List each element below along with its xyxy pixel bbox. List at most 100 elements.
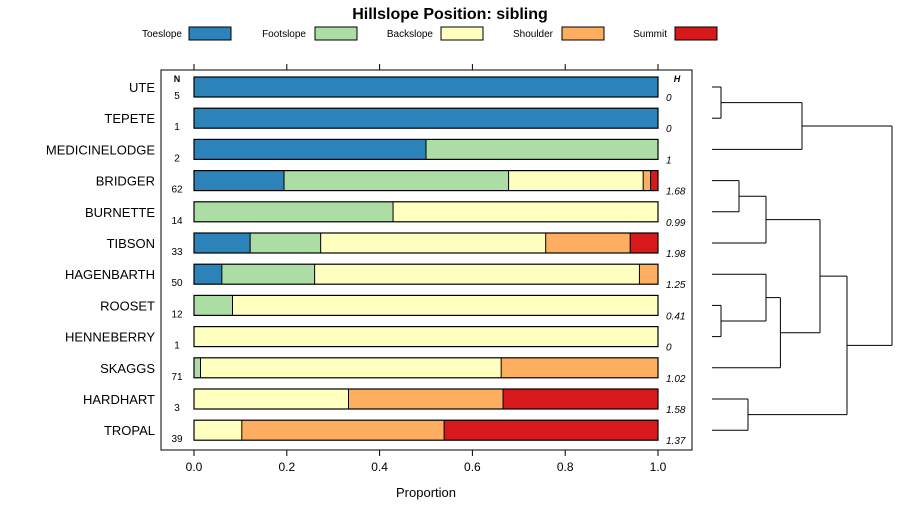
bar-segment-tropal-shoulder <box>241 420 445 441</box>
row-label-bridger: BRIDGER <box>96 174 155 189</box>
h-value-hagenbarth: 1.25 <box>666 280 686 291</box>
bar-segment-tropal-backslope <box>194 420 242 441</box>
n-value-burnette: 14 <box>171 216 183 227</box>
bar-outline-tibson <box>193 232 659 254</box>
n-value-tropal: 39 <box>171 434 183 445</box>
legend-label-shoulder: Shoulder <box>513 29 554 40</box>
row-henneberry: HENNEBERRY 1 0 <box>65 326 672 354</box>
bar-outline-rooset <box>193 294 659 316</box>
row-hardhart: HARDHART 3 1.58 <box>83 388 686 416</box>
bar-segment-skaggs-shoulder <box>501 357 658 378</box>
bar-segment-bridger-toeslope <box>194 170 285 191</box>
row-skaggs: SKAGGS 71 1.02 <box>100 357 686 385</box>
row-label-medicinelodge: MEDICINELODGE <box>46 142 155 157</box>
bar-segment-tropal-summit <box>444 420 658 441</box>
bar-segment-tibson-footslope <box>250 233 321 253</box>
n-value-hardhart: 3 <box>174 403 180 414</box>
n-header: N <box>174 74 181 84</box>
h-value-tepete: 0 <box>666 124 672 135</box>
row-label-burnette: BURNETTE <box>85 205 155 220</box>
bar-outline-henneberry <box>193 326 659 348</box>
legend-label-toeslope: Toeslope <box>142 29 182 40</box>
x-tick-label-1: 0.2 <box>278 460 295 474</box>
bar-segment-burnette-footslope <box>194 201 394 222</box>
n-value-rooset: 12 <box>171 309 183 320</box>
bar-segment-hagenbarth-footslope <box>221 264 315 285</box>
row-label-hardhart: HARDHART <box>83 392 155 407</box>
row-tropal: TROPAL 39 1.37 <box>104 419 686 447</box>
bar-outline-burnette <box>193 201 659 223</box>
bar-outline-skaggs <box>193 357 659 379</box>
dendrogram <box>712 86 893 431</box>
x-axis-title: Proportion <box>396 485 456 500</box>
n-value-tibson: 33 <box>171 247 183 258</box>
row-label-skaggs: SKAGGS <box>100 361 155 376</box>
bar-segment-bridger-summit <box>650 170 658 191</box>
row-label-hagenbarth: HAGENBARTH <box>65 267 155 282</box>
bar-outline-bridger <box>193 170 659 192</box>
h-value-burnette: 0.99 <box>666 218 686 229</box>
row-tepete: TEPETE 1 0 <box>104 107 672 135</box>
row-label-rooset: ROOSET <box>100 298 155 313</box>
x-tick-label-4: 0.8 <box>557 460 574 474</box>
h-value-bridger: 1.68 <box>666 187 686 198</box>
n-value-ute: 5 <box>174 91 180 102</box>
bar-segment-burnette-backslope <box>393 201 658 222</box>
row-label-ute: UTE <box>129 80 155 95</box>
h-value-henneberry: 0 <box>666 343 672 354</box>
bar-segment-tibson-shoulder <box>545 233 631 253</box>
bar-segment-henneberry-backslope <box>194 326 658 347</box>
row-burnette: BURNETTE 14 0.99 <box>85 201 686 229</box>
h-value-skaggs: 1.02 <box>666 374 686 385</box>
bar-segment-hagenbarth-shoulder <box>639 264 658 285</box>
bar-segment-bridger-footslope <box>284 170 509 191</box>
bar-segment-hardhart-backslope <box>194 389 349 409</box>
legend-label-footslope: Footslope <box>262 29 306 40</box>
h-value-ute: 0 <box>666 93 672 104</box>
x-tick-label-2: 0.4 <box>371 460 388 474</box>
bar-outline-hardhart <box>193 388 659 410</box>
n-value-tepete: 1 <box>174 122 180 133</box>
legend-swatch-footslope <box>314 26 358 41</box>
bar-segment-medicinelodge-footslope <box>426 139 658 160</box>
n-value-henneberry: 1 <box>174 341 180 352</box>
bar-segment-skaggs-footslope <box>194 357 201 378</box>
row-rooset: ROOSET 12 0.41 <box>100 294 685 322</box>
x-tick-label-0: 0.0 <box>186 460 203 474</box>
row-tibson: TIBSON 33 1.98 <box>107 232 686 260</box>
bar-outline-hagenbarth <box>193 263 659 285</box>
bar-segment-bridger-backslope <box>508 170 644 191</box>
bar-segment-hagenbarth-backslope <box>314 264 640 285</box>
bar-outline-tepete <box>193 107 659 129</box>
bar-segment-tibson-summit <box>630 233 658 253</box>
x-axis: 0.0 0.2 0.4 0.6 0.8 1.0 <box>186 450 667 474</box>
bar-segment-tepete-toeslope <box>194 108 658 129</box>
h-value-tibson: 1.98 <box>666 249 686 260</box>
h-value-tropal: 1.37 <box>666 436 686 447</box>
row-label-tepete: TEPETE <box>104 111 155 126</box>
legend: Toeslope Footslope Backslope Shoulder Summit <box>142 26 718 41</box>
n-value-skaggs: 71 <box>171 372 183 383</box>
bar-outline-medicinelodge <box>193 138 659 160</box>
legend-swatch-shoulder <box>561 26 605 41</box>
h-value-medicinelodge: 1 <box>666 155 672 166</box>
legend-label-summit: Summit <box>633 29 667 40</box>
bar-segment-bridger-shoulder <box>643 170 651 191</box>
top-axis <box>193 64 659 70</box>
row-medicinelodge: MEDICINELODGE 2 1 <box>46 138 672 166</box>
h-header: H <box>674 74 681 84</box>
bar-outline-ute <box>193 76 659 98</box>
row-ute: UTE 5 0 <box>129 76 672 104</box>
plot-frame <box>160 69 693 451</box>
x-tick-label-3: 0.6 <box>464 460 481 474</box>
legend-swatch-backslope <box>440 26 484 41</box>
row-label-henneberry: HENNEBERRY <box>65 330 155 345</box>
h-value-rooset: 0.41 <box>666 311 685 322</box>
bar-segment-rooset-footslope <box>194 295 233 316</box>
x-tick-label-5: 1.0 <box>650 460 667 474</box>
bar-segment-rooset-backslope <box>232 295 658 316</box>
legend-swatch-toeslope <box>188 26 232 41</box>
bar-outline-tropal <box>193 419 659 441</box>
row-label-tibson: TIBSON <box>107 236 155 251</box>
